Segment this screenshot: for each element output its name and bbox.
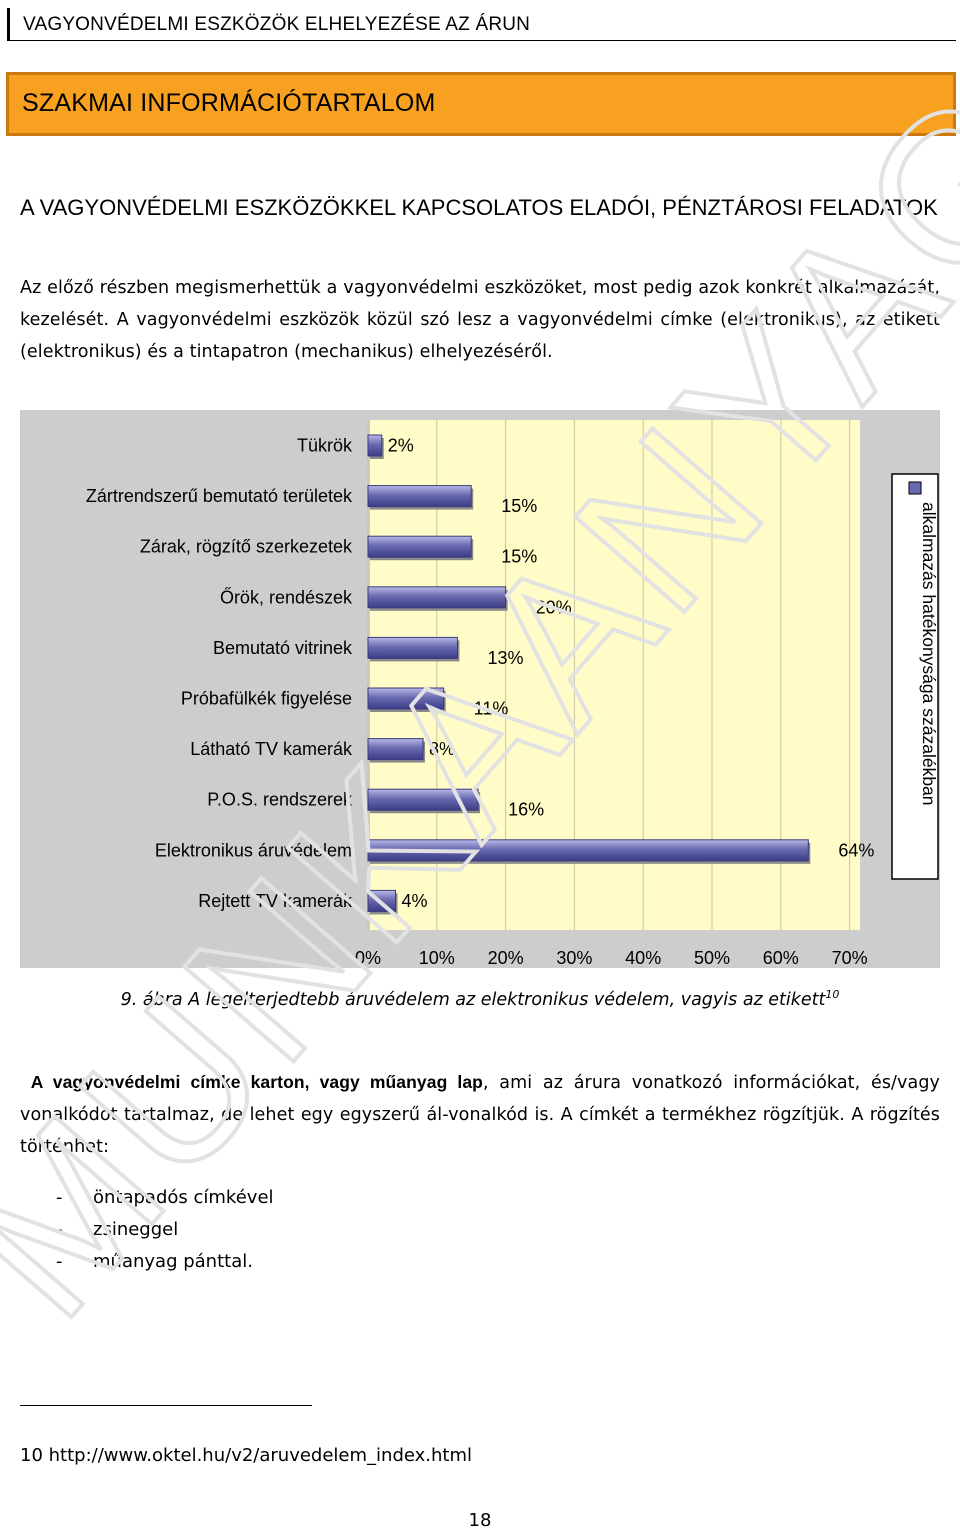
list-item: - zsineggel	[56, 1214, 274, 1246]
x-tick-label: 60%	[763, 948, 799, 968]
category-label: P.O.S. rendszerek	[207, 790, 353, 810]
category-label: Próbafülkék figyelése	[181, 689, 352, 709]
bar	[367, 636, 458, 659]
bar	[367, 687, 445, 710]
bar	[367, 839, 809, 862]
bar	[367, 535, 472, 558]
list-dash: -	[56, 1219, 63, 1240]
bar-chart: Tükrök Zártrendszerű bemutató területek Zá…	[20, 410, 940, 968]
legend-label: alkalmazás hatékonysága százalékban	[919, 502, 939, 806]
page-number: 18	[468, 1510, 492, 1531]
list-item: - műanyag pánttal.	[56, 1246, 274, 1278]
x-tick-label: 30%	[556, 948, 592, 968]
data-label: 64%	[838, 840, 874, 860]
x-tick-label: 0%	[355, 948, 381, 968]
list-dash: -	[56, 1187, 63, 1208]
section-heading: A VAGYONVÉDELMI ESZKÖZÖKKEL KAPCSOLATOS …	[20, 195, 938, 220]
category-label: Bemutató vitrinek	[213, 638, 353, 658]
bar	[367, 485, 472, 508]
section-banner-title: SZAKMAI INFORMÁCIÓTARTALOM	[22, 89, 436, 117]
bar	[367, 434, 383, 457]
data-label: 2%	[388, 436, 414, 456]
figure-caption: 9. ábra A legelterjedtebb áruvédelem az …	[0, 988, 960, 1010]
x-tick-label: 70%	[832, 948, 868, 968]
running-header-title: VAGYONVÉDELMI ESZKÖZÖK ELHELYEZÉSE AZ ÁR…	[23, 14, 531, 35]
legend-box	[891, 473, 939, 880]
category-label: Tükrök	[297, 436, 353, 456]
intro-paragraph: Az előző részben megismerhettük a vagyon…	[20, 278, 940, 362]
caption-text: ábra A legelterjedtebb áruvédelem az ele…	[142, 989, 826, 1010]
bar	[367, 738, 424, 761]
x-tick-label: 20%	[488, 948, 524, 968]
footnote-link[interactable]: http://www.oktel.hu/v2/aruvedelem_index.…	[48, 1445, 473, 1466]
bar	[367, 586, 507, 609]
bar-chart-svg: Tükrök Zártrendszerű bemutató területek Zá…	[86, 420, 939, 968]
footnote: 10 http://www.oktel.hu/v2/aruvedelem_ind…	[20, 1445, 472, 1466]
category-label: Látható TV kamerák	[190, 739, 353, 759]
data-label: 16%	[508, 800, 544, 820]
x-tick-label: 40%	[625, 948, 661, 968]
running-header: VAGYONVÉDELMI ESZKÖZÖK ELHELYEZÉSE AZ ÁR…	[7, 8, 956, 41]
list-item: - öntapadós címkével	[56, 1182, 274, 1214]
footnote-number: 10	[20, 1445, 43, 1466]
data-label: 11%	[474, 699, 509, 719]
label-paragraph-rest: , ami az árura vonatkozó információkat, …	[20, 1073, 940, 1157]
list-item-text: öntapadós címkével	[93, 1187, 274, 1208]
data-label: 20%	[536, 597, 572, 617]
category-label: Zárak, rögzítő szerkezetek	[140, 537, 353, 557]
category-label: Rejtett TV kamerák	[198, 891, 353, 911]
list-item-text: zsineggel	[93, 1219, 179, 1240]
data-label: 15%	[501, 496, 537, 516]
label-paragraph-bold: A vagyonvédelmi címke karton, vagy műany…	[30, 1072, 483, 1092]
list-dash: -	[56, 1251, 63, 1272]
data-label: 13%	[487, 648, 523, 668]
list-item-text: műanyag pánttal.	[93, 1251, 253, 1272]
bar	[367, 788, 479, 811]
data-label: 15%	[501, 547, 537, 567]
x-tick-label: 10%	[419, 948, 455, 968]
bar	[367, 889, 397, 912]
footnote-rule	[20, 1405, 312, 1406]
section-banner: SZAKMAI INFORMÁCIÓTARTALOM	[6, 72, 956, 136]
category-label: Őrök, rendészek	[220, 586, 353, 607]
caption-number: 9.	[120, 989, 138, 1010]
x-tick-label: 50%	[694, 948, 730, 968]
attachment-list: - öntapadós címkével - zsineggel - műany…	[56, 1182, 274, 1278]
caption-footnote-ref: 10	[825, 988, 840, 1001]
legend-swatch	[908, 481, 922, 495]
data-label: 8%	[429, 739, 455, 759]
data-label: 4%	[402, 891, 428, 911]
label-paragraph: A vagyonvédelmi címke karton, vagy műany…	[20, 1066, 940, 1163]
category-label: Zártrendszerű bemutató területek	[86, 486, 353, 506]
category-label: Elektronikus áruvédelem	[155, 840, 352, 860]
